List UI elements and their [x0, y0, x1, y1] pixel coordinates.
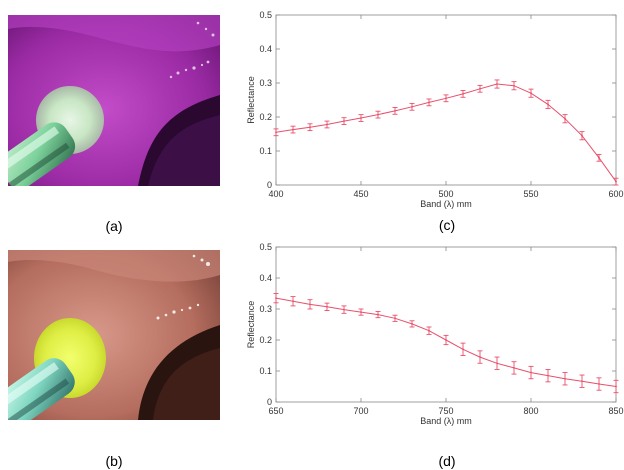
data-point — [394, 317, 396, 320]
caption-a: (a) — [105, 218, 123, 234]
data-point — [462, 92, 464, 95]
y-tick-label: 0.1 — [259, 146, 272, 156]
data-point — [394, 109, 396, 112]
data-point — [513, 84, 515, 87]
data-point — [360, 311, 362, 313]
x-tick-label: 750 — [438, 406, 453, 416]
data-point — [496, 83, 498, 85]
y-axis-label: Reflectance — [246, 301, 256, 349]
chart-d: 0 0.1 0.2 0.3 0.4 0.5 650 700 750 800 850 Band (λ) … — [246, 242, 624, 426]
x-axis-label: Band (λ) mm — [420, 199, 472, 209]
caption-d: (d) — [438, 453, 456, 469]
y-tick-label: 0.4 — [259, 273, 272, 283]
x-tick-label: 850 — [608, 406, 623, 416]
data-point — [513, 367, 515, 369]
data-point — [292, 300, 294, 303]
x-axis-label: Band (λ) mm — [420, 416, 472, 426]
data-point — [343, 308, 345, 311]
y-tick-label: 0.2 — [259, 335, 272, 345]
endoscopic-image-a — [8, 15, 220, 186]
y-axis-label: Reflectance — [246, 76, 256, 124]
data-point — [479, 356, 481, 358]
x-tick-label: 800 — [523, 406, 538, 416]
data-point — [445, 339, 447, 341]
endoscopic-image-b — [8, 250, 220, 420]
data-point — [275, 297, 277, 300]
data-point — [547, 374, 549, 377]
data-point — [411, 105, 413, 108]
y-tick-label: 0 — [267, 397, 272, 407]
data-point — [326, 123, 328, 126]
data-point — [309, 303, 311, 306]
data-point — [496, 362, 498, 365]
data-point — [615, 180, 617, 183]
data-point — [615, 385, 617, 388]
data-point — [377, 313, 379, 316]
data-point — [462, 348, 464, 351]
data-point — [564, 377, 566, 380]
data-point — [428, 101, 430, 104]
y-tick-label: 0.3 — [259, 304, 272, 314]
data-point — [360, 117, 362, 119]
data-point — [564, 117, 566, 120]
caption-b: (b) — [105, 453, 123, 469]
data-point — [343, 120, 345, 122]
data-point — [377, 113, 379, 116]
chart-c: 0 0.1 0.2 0.3 0.4 0.5 400 450 500 550 600 Band (λ) … — [246, 10, 624, 209]
y-tick-label: 0 — [267, 180, 272, 190]
data-point — [479, 87, 481, 90]
x-tick-label: 450 — [353, 189, 368, 199]
y-tick-label: 0.5 — [259, 10, 272, 20]
data-point — [326, 305, 328, 308]
data-point — [581, 380, 583, 383]
y-tick-label: 0.1 — [259, 366, 272, 376]
data-point — [581, 134, 583, 137]
y-tick-label: 0.2 — [259, 112, 272, 122]
data-point — [428, 329, 430, 332]
x-tick-label: 650 — [268, 406, 283, 416]
x-tick-label: 600 — [608, 189, 623, 199]
data-point — [530, 92, 532, 95]
caption-c: (c) — [438, 217, 456, 233]
data-point — [292, 128, 294, 131]
data-point — [445, 97, 447, 100]
x-tick-label: 400 — [268, 189, 283, 199]
data-point — [275, 131, 277, 134]
data-point — [598, 383, 600, 385]
x-tick-label: 550 — [523, 189, 538, 199]
y-tick-label: 0.4 — [259, 44, 272, 54]
x-tick-label: 700 — [353, 406, 368, 416]
data-point — [411, 322, 413, 325]
x-tick-label: 500 — [438, 189, 453, 199]
data-point — [598, 156, 600, 159]
y-tick-label: 0.3 — [259, 78, 272, 88]
y-tick-label: 0.5 — [259, 242, 272, 252]
data-point — [309, 126, 311, 129]
data-point — [530, 371, 532, 374]
data-point — [547, 103, 549, 106]
